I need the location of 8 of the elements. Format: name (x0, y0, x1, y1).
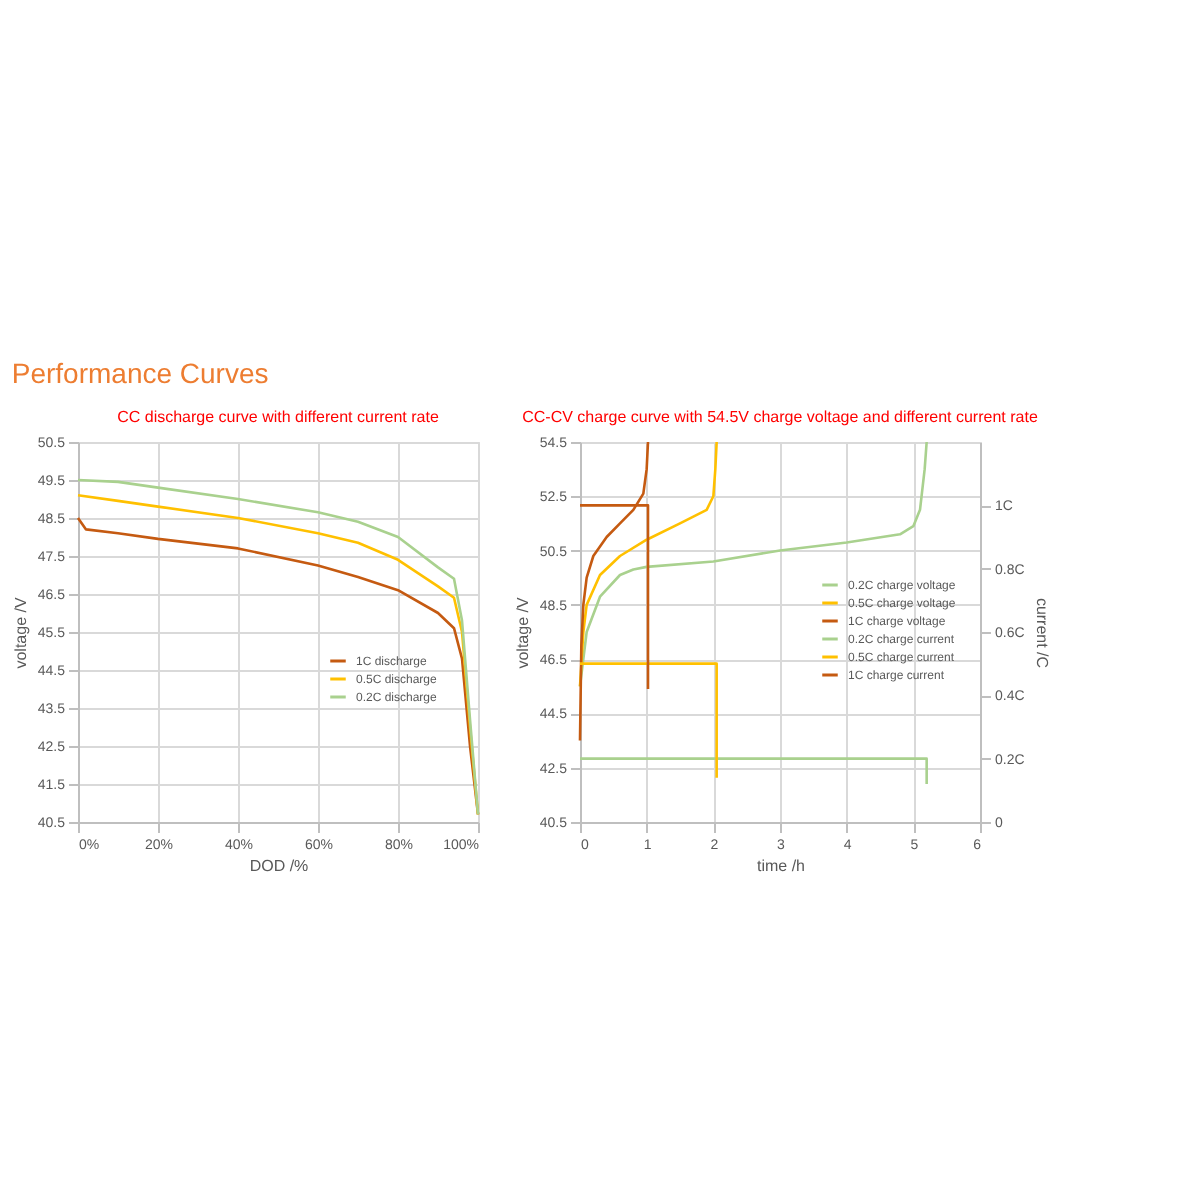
chart-title: CC-CV charge curve with 54.5V charge voltage and different current rate (522, 408, 1039, 426)
chart-title: CC discharge curve with different current rate (117, 408, 440, 426)
x-axis-title: time /h (756, 857, 806, 875)
y-axis-title: voltage /V (513, 596, 532, 669)
x-axis-title: DOD /% (249, 857, 309, 875)
y2-axis-title: current /C (1032, 597, 1051, 669)
y-axis-title: voltage /V (11, 596, 30, 669)
text: Performance Curves (11, 357, 269, 389)
